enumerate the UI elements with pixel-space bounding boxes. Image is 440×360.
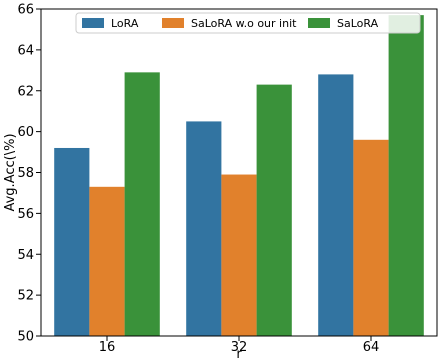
legend-swatch (308, 18, 330, 28)
bar-lora-16 (54, 147, 90, 336)
bar-salora-64 (388, 15, 424, 336)
legend-label: LoRA (111, 17, 139, 30)
x-axis-title: r (236, 347, 242, 360)
bars-group (54, 15, 424, 337)
bar-salora-16 (124, 72, 160, 337)
y-tick-label: 50 (17, 330, 34, 345)
y-tick-label: 54 (17, 248, 34, 263)
bar-lora-32 (186, 121, 222, 336)
y-tick-label: 66 (17, 3, 34, 18)
y-tick-label: 62 (17, 84, 34, 99)
y-tick-label: 52 (17, 289, 34, 304)
x-tick-label: 32 (231, 340, 248, 355)
y-axis-title: Avg.Acc(\%) (3, 133, 18, 211)
bar-lora-64 (318, 74, 354, 337)
bar-salora-w-o-our-init-32 (221, 174, 257, 336)
bar-salora-w-o-our-init-64 (353, 139, 389, 336)
y-tick-label: 58 (17, 166, 34, 181)
legend-swatch (162, 18, 184, 28)
y-tick-label: 56 (17, 207, 34, 222)
x-tick-label: 16 (99, 340, 116, 355)
legend-label: SaLoRA (337, 17, 379, 30)
legend: LoRA SaLoRA w.o our init SaLoRA (75, 12, 421, 34)
bar-salora-w-o-our-init-16 (89, 186, 125, 336)
axes-group: 50 52 54 56 58 60 62 64 66 16 32 64 (17, 3, 438, 355)
legend-swatch (82, 18, 104, 28)
legend-label: SaLoRA w.o our init (191, 17, 297, 30)
x-tick-label: 64 (363, 340, 380, 355)
bar-salora-32 (256, 84, 292, 337)
y-tick-label: 64 (17, 43, 34, 58)
y-tick-label: 60 (17, 125, 34, 140)
